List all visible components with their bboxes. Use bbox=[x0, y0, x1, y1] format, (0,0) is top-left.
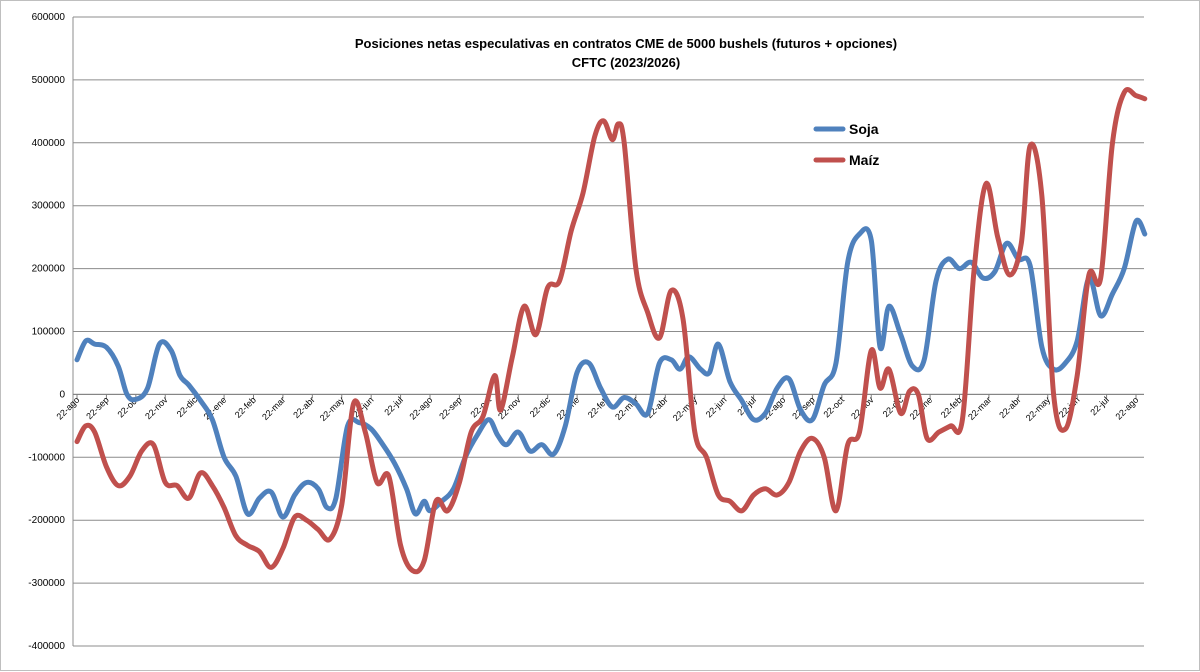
y-tick-label: 400000 bbox=[32, 138, 66, 149]
x-tick-label: 22-jul bbox=[382, 395, 405, 418]
x-tick-label: 22-jun bbox=[704, 395, 729, 420]
x-tick-label: 22-may bbox=[318, 394, 347, 423]
series-line-soja bbox=[74, 217, 1148, 520]
series-line-maiz bbox=[74, 87, 1148, 575]
y-axis: 600000 500000 400000 300000 200000 100000 0 -10… bbox=[28, 12, 74, 652]
y-tick-label: 0 bbox=[59, 389, 65, 400]
x-tick-label: 22-sep bbox=[84, 395, 111, 422]
x-axis: 22-ago 22-sep 22-oct 22-nov 22-dic 22-ene 22-f… bbox=[55, 393, 1144, 423]
y-tick-label: 300000 bbox=[32, 201, 66, 212]
x-tick-label: 22-abr bbox=[291, 395, 316, 420]
legend: Soja Maíz bbox=[813, 121, 879, 168]
x-tick-label: 22-ago bbox=[1114, 395, 1141, 422]
gridlines bbox=[73, 16, 1144, 647]
y-tick-label: 100000 bbox=[32, 327, 66, 338]
x-tick-label: 22-feb bbox=[233, 395, 258, 420]
y-tick-label: -300000 bbox=[28, 578, 65, 589]
x-tick-label: 22-oct bbox=[821, 394, 846, 419]
chart-subtitle: CFTC (2023/2026) bbox=[572, 55, 680, 70]
x-tick-label: 22-feb bbox=[939, 395, 964, 420]
x-tick-label: 22-mar bbox=[260, 395, 287, 422]
x-tick-label: 22-abr bbox=[997, 395, 1022, 420]
x-tick-label: 22-dic bbox=[528, 394, 553, 419]
series-lines bbox=[74, 87, 1148, 575]
y-tick-label: -400000 bbox=[28, 641, 65, 652]
y-tick-label: -100000 bbox=[28, 452, 65, 463]
legend-label-soja: Soja bbox=[849, 121, 879, 137]
x-tick-label: 22-nov bbox=[143, 394, 170, 421]
x-tick-label: 22-ago bbox=[408, 395, 435, 422]
chart-title: Posiciones netas especulativas en contra… bbox=[355, 36, 897, 51]
y-tick-label: 600000 bbox=[32, 12, 66, 23]
x-tick-label: 22-sep bbox=[437, 395, 464, 422]
x-tick-label: 22-mar bbox=[966, 395, 993, 422]
legend-label-maiz: Maíz bbox=[849, 152, 879, 168]
y-tick-label: 200000 bbox=[32, 264, 66, 275]
y-tick-label: -200000 bbox=[28, 515, 65, 526]
x-tick-label: 22-may bbox=[1024, 394, 1053, 423]
y-tick-label: 500000 bbox=[32, 75, 66, 86]
x-tick-label: 22-jul bbox=[1088, 395, 1111, 418]
